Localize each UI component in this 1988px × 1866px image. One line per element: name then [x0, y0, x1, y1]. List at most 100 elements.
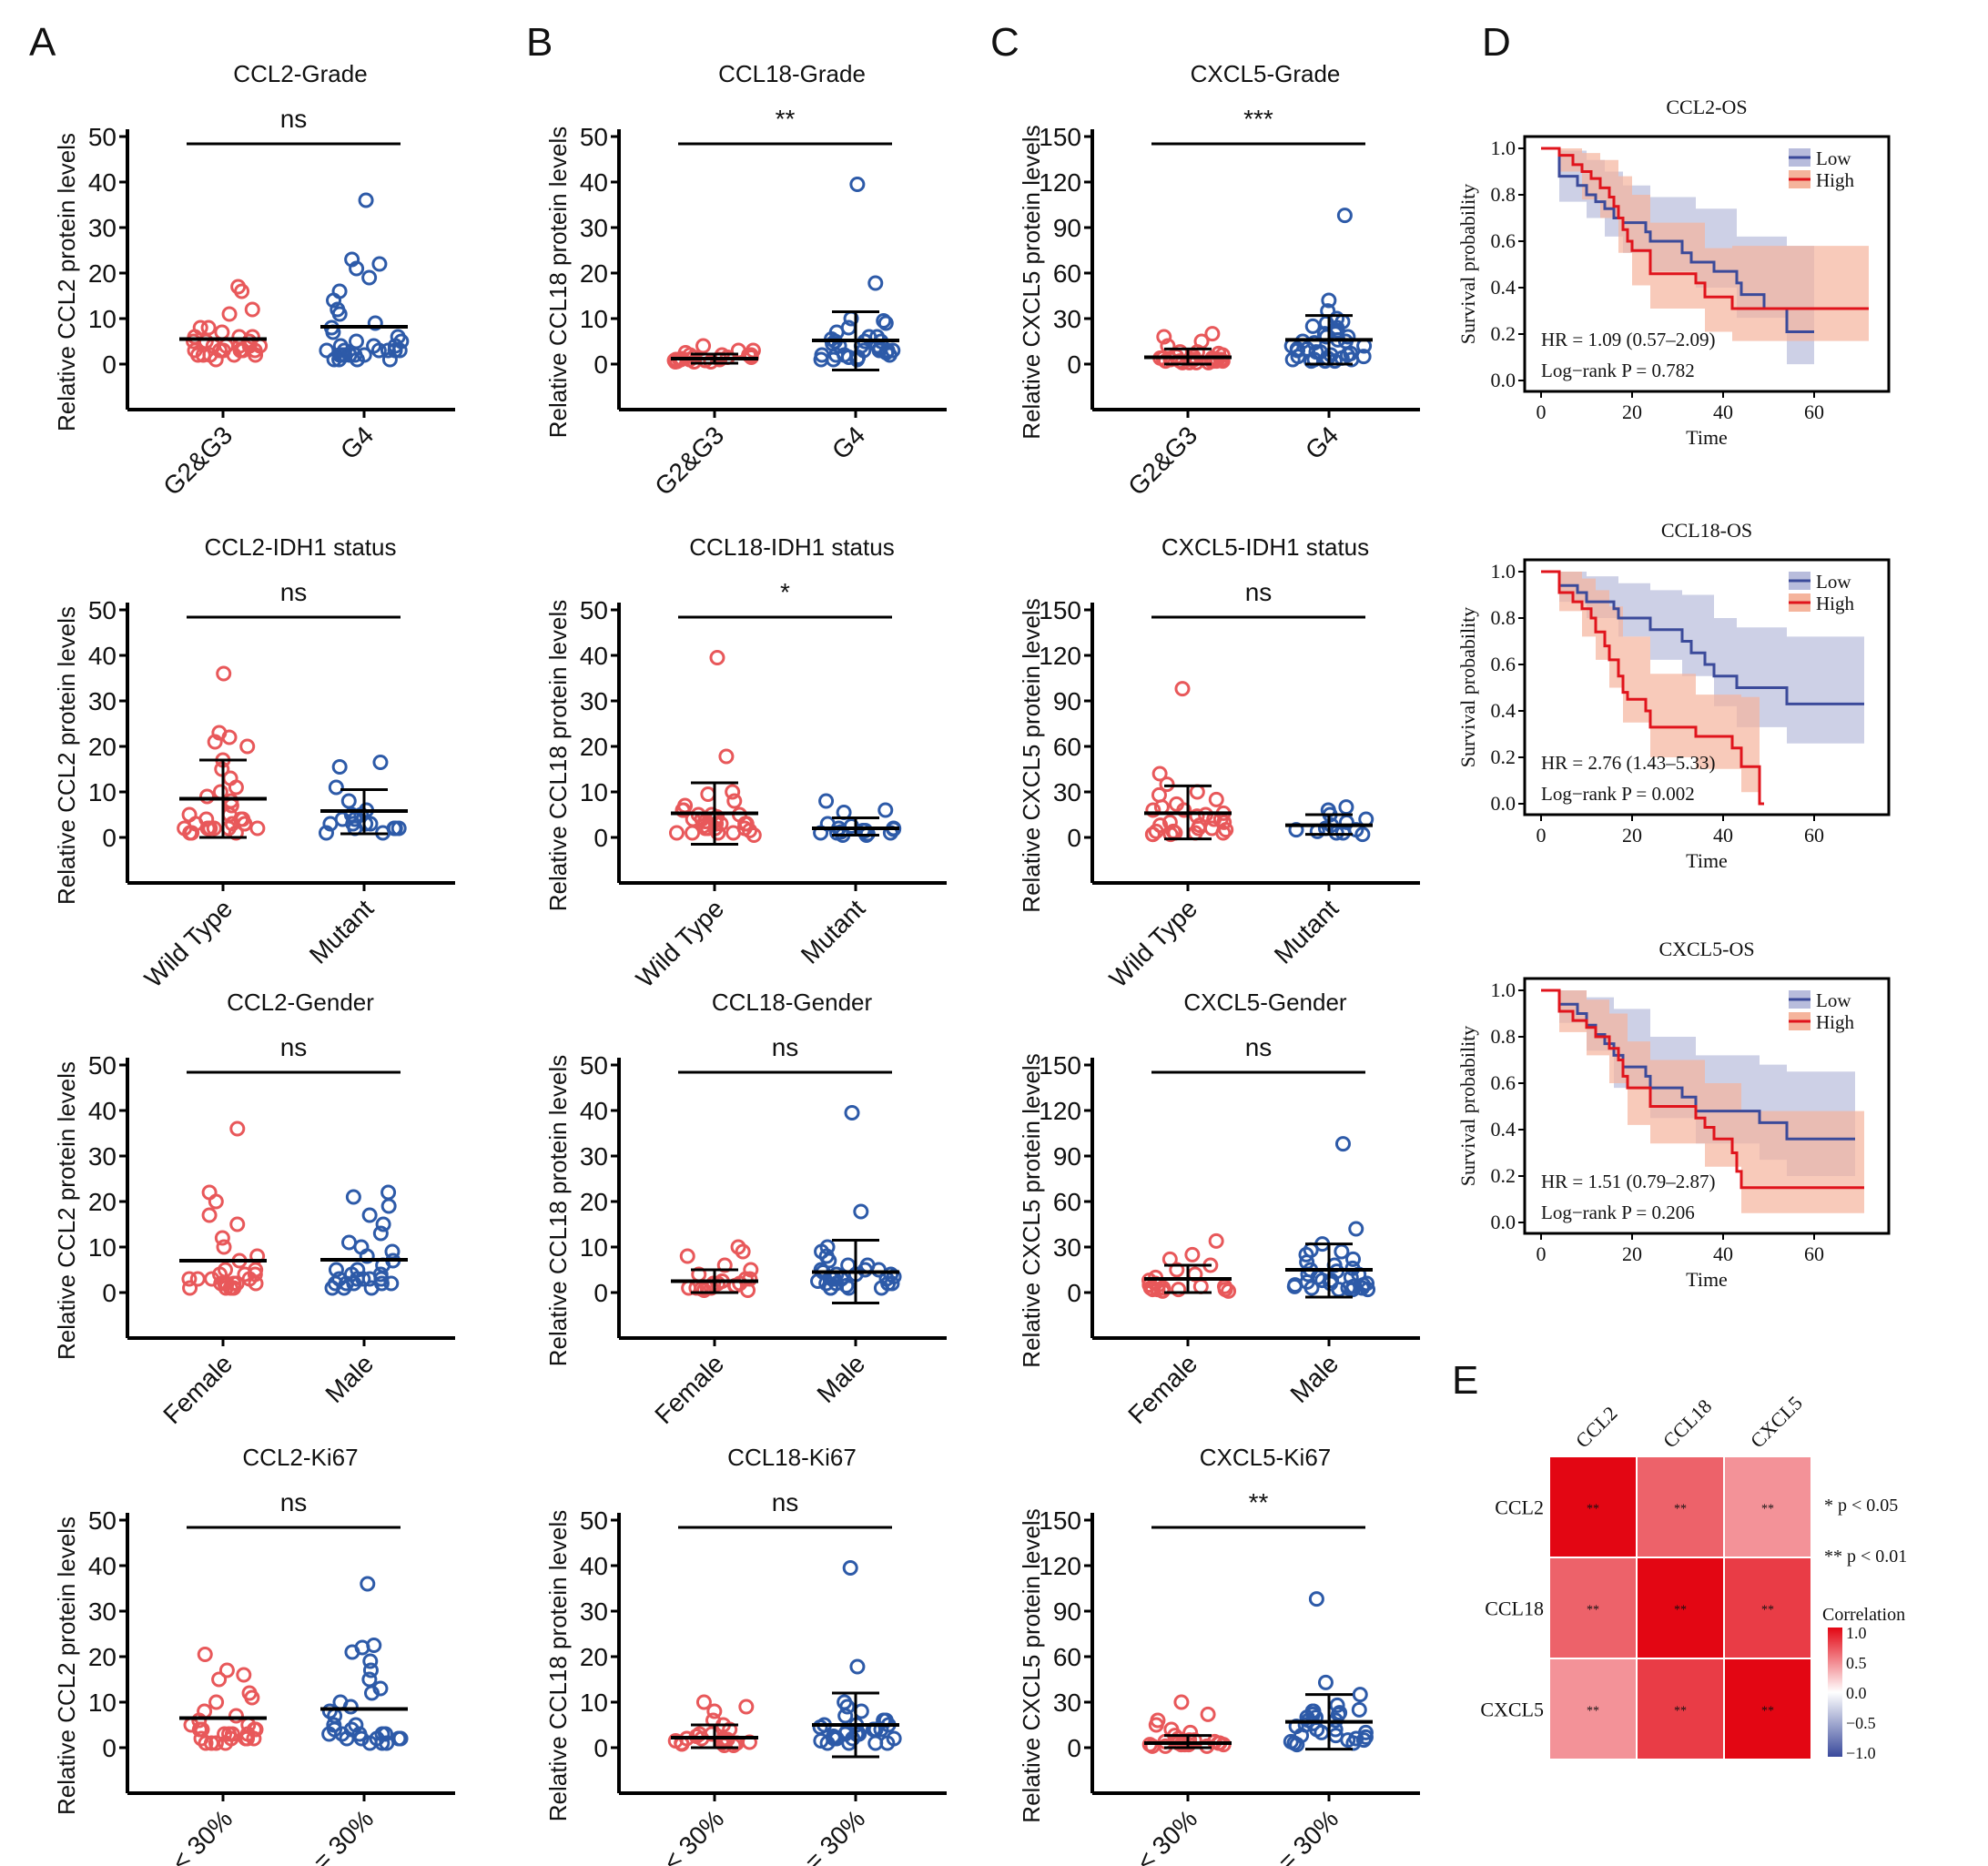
km-plot-1: CCL18-OS 0.0 0.2 0.4 0.6 0.8 1.0 0 20 40 60 Time Sur… — [1456, 519, 1891, 872]
data-point — [341, 1234, 358, 1251]
km-frame — [1523, 977, 1891, 1235]
data-point — [837, 1726, 854, 1742]
y-tick-label: 0.2 — [1491, 322, 1516, 345]
data-point — [696, 1283, 713, 1298]
y-tick-label: 90 — [1053, 687, 1081, 715]
data-point — [230, 279, 247, 295]
data-point — [849, 1658, 866, 1675]
data-point — [1304, 318, 1321, 334]
data-point — [685, 825, 701, 841]
data-point — [362, 1662, 379, 1678]
data-point — [246, 1721, 262, 1738]
data-point — [1148, 1717, 1164, 1733]
data-point — [1151, 786, 1167, 803]
data-point — [374, 1735, 390, 1751]
x-tick-label: < 30% — [167, 1804, 238, 1866]
y-axis-label: Relative CCL2 protein levels — [53, 1516, 80, 1815]
y-tick-label: 30 — [580, 1597, 608, 1626]
data-point — [725, 825, 742, 841]
data-point — [348, 333, 364, 350]
data-point — [360, 1576, 376, 1592]
y-tick-label: 90 — [1053, 1142, 1081, 1171]
data-point — [340, 793, 357, 809]
data-point — [351, 1726, 368, 1742]
data-point — [361, 1271, 378, 1287]
data-point — [380, 1184, 397, 1201]
y-tick-label: 50 — [580, 596, 608, 624]
y-axis-label: Relative CXCL5 protein levels — [1018, 598, 1045, 912]
data-point — [853, 1203, 869, 1220]
y-tick-label: 20 — [88, 259, 117, 288]
x-tick-label: > = 30% — [1257, 1804, 1344, 1866]
significance-label: ns — [772, 1033, 799, 1061]
data-point — [842, 1560, 858, 1576]
data-point — [216, 1239, 232, 1255]
y-tick-label: 120 — [1039, 642, 1081, 670]
data-point — [718, 748, 735, 765]
data-point — [244, 301, 260, 318]
significance-label: * — [780, 578, 790, 606]
data-point — [679, 1248, 695, 1264]
data-point — [239, 738, 256, 755]
y-tick-label: 0 — [102, 1734, 117, 1762]
y-tick-label: 150 — [1039, 1506, 1081, 1535]
data-point — [1360, 1282, 1376, 1298]
data-point — [818, 793, 835, 809]
y-tick-label: 10 — [580, 778, 608, 806]
dotplot-5: CXCL5-IDH1 status Relative CXCL5 protein … — [1018, 533, 1420, 993]
data-point — [221, 306, 238, 322]
heatmap-cell — [1638, 1457, 1723, 1557]
data-point — [1345, 1251, 1362, 1267]
data-point — [214, 1230, 230, 1246]
data-point — [1348, 1221, 1364, 1237]
y-tick-label: 50 — [580, 123, 608, 151]
data-point — [228, 1708, 244, 1724]
y-tick-label: 20 — [88, 1188, 117, 1216]
data-point — [349, 260, 365, 277]
y-axis-label: Survival probability — [1456, 1026, 1479, 1187]
data-point — [1204, 326, 1221, 342]
heatmap-cell — [1550, 1558, 1636, 1658]
data-point — [248, 1262, 264, 1278]
x-tick-label: Mutant — [1269, 894, 1344, 969]
data-point — [869, 329, 886, 345]
chart-title: CCL2-Grade — [233, 60, 367, 87]
y-tick-label: 60 — [1053, 1188, 1081, 1216]
data-point — [244, 1689, 260, 1706]
data-point — [184, 825, 200, 841]
dotplot-7: CCL18-Gender Relative CCL18 protein level… — [544, 989, 947, 1429]
significance-legend: * p < 0.05 — [1824, 1496, 1898, 1516]
data-point — [194, 1721, 210, 1738]
data-point — [331, 306, 348, 322]
data-point — [191, 1712, 208, 1729]
data-point — [1321, 292, 1337, 309]
data-point — [1340, 1280, 1356, 1296]
data-point — [726, 793, 743, 809]
significance-label: ns — [1245, 1033, 1273, 1061]
heatmap-col-label: CXCL5 — [1746, 1392, 1807, 1453]
heatmap-row-label: CXCL5 — [1480, 1699, 1544, 1721]
data-point — [1306, 351, 1323, 368]
y-tick-label: 10 — [88, 1689, 117, 1717]
data-point — [1173, 1694, 1190, 1710]
data-point — [372, 1225, 389, 1242]
data-point — [226, 1275, 242, 1292]
data-point — [370, 342, 387, 359]
x-axis-label: Time — [1686, 426, 1728, 449]
heatmap-cell-label: ** — [1674, 1604, 1687, 1618]
x-tick-label: G2&G3 — [1122, 421, 1202, 501]
dotplot-6: CCL2-Gender Relative CCL2 protein levels 0… — [53, 989, 455, 1429]
y-tick-label: 10 — [88, 305, 117, 333]
dotplot-10: CCL18-Ki67 Relative CCL18 protein levels 0… — [544, 1444, 947, 1866]
y-tick-label: 20 — [88, 1643, 117, 1671]
logrank-p-text: Log−rank P = 0.206 — [1541, 1202, 1695, 1223]
data-point — [1359, 1275, 1375, 1292]
chart-title: CXCL5-Gender — [1183, 989, 1347, 1016]
y-tick-label: 20 — [580, 1188, 608, 1216]
y-tick-label: 90 — [1053, 1597, 1081, 1626]
data-point — [877, 802, 894, 818]
data-point — [867, 275, 884, 291]
y-tick-label: 0 — [593, 1279, 608, 1307]
data-point — [695, 338, 712, 354]
y-tick-label: 0.4 — [1491, 699, 1516, 722]
